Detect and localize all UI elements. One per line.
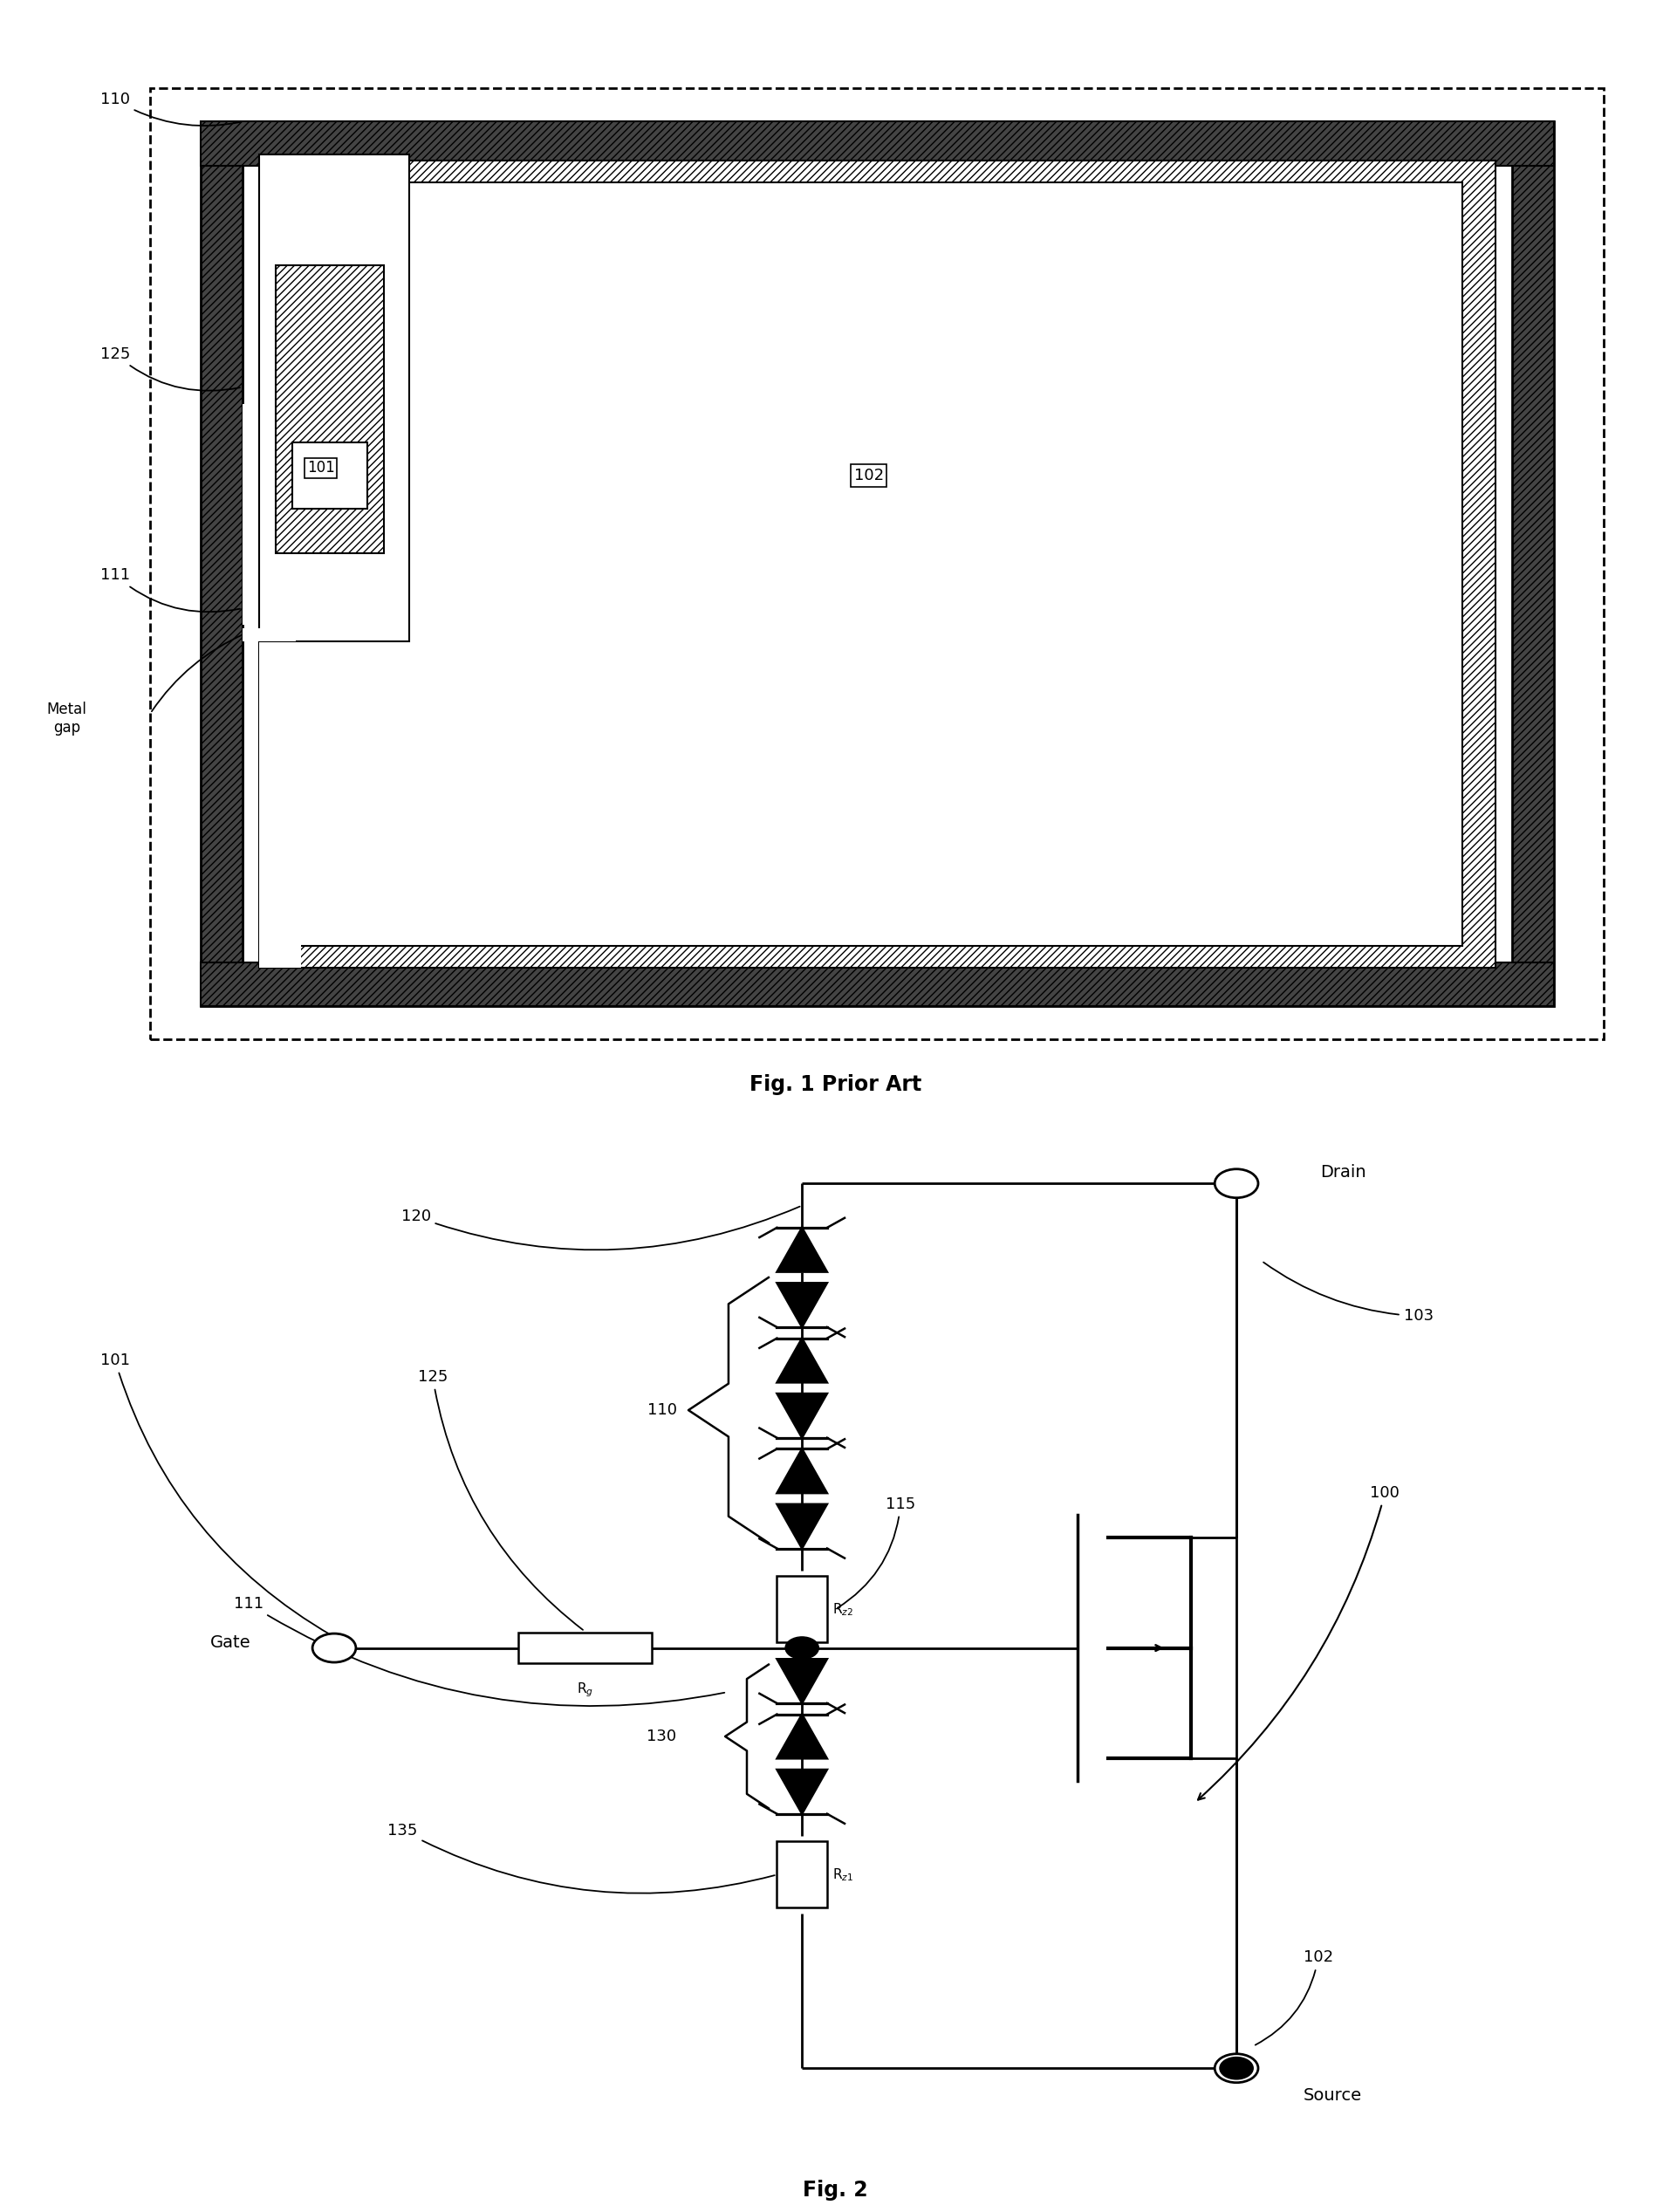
Text: 135: 135 — [387, 1823, 775, 1893]
Circle shape — [1219, 2057, 1252, 2079]
Text: Drain: Drain — [1319, 1164, 1364, 1181]
Circle shape — [312, 1635, 356, 1663]
Bar — [200, 962, 1553, 1006]
Text: 101: 101 — [307, 460, 334, 476]
Polygon shape — [777, 1770, 827, 1814]
Bar — [259, 161, 1495, 969]
Bar — [292, 442, 367, 509]
Circle shape — [1214, 1168, 1258, 1199]
Circle shape — [1219, 1172, 1252, 1194]
Bar — [777, 1843, 827, 1909]
Circle shape — [1219, 2057, 1252, 2079]
Text: 125: 125 — [418, 1369, 583, 1630]
Text: R$_g$: R$_g$ — [576, 1681, 593, 1699]
Text: R$_{z1}$: R$_{z1}$ — [832, 1867, 853, 1882]
Polygon shape — [777, 1394, 827, 1438]
Text: 102: 102 — [853, 467, 883, 484]
Bar — [292, 184, 1461, 947]
Bar — [259, 155, 409, 641]
Text: R$_{z2}$: R$_{z2}$ — [832, 1601, 853, 1617]
Bar — [242, 403, 249, 626]
Text: 125: 125 — [100, 345, 240, 392]
Text: Fig. 2: Fig. 2 — [803, 2181, 867, 2201]
Text: 110: 110 — [100, 91, 240, 126]
Text: 101: 101 — [100, 1352, 332, 1635]
Polygon shape — [777, 1283, 827, 1327]
Bar — [200, 122, 1553, 166]
Polygon shape — [777, 1504, 827, 1548]
Text: 130: 130 — [646, 1728, 676, 1745]
Polygon shape — [777, 1659, 827, 1703]
Polygon shape — [777, 1338, 827, 1382]
Polygon shape — [777, 1449, 827, 1493]
Text: 102: 102 — [1254, 1949, 1333, 2044]
Text: 103: 103 — [1263, 1263, 1433, 1325]
Text: Fig. 1 Prior Art: Fig. 1 Prior Art — [748, 1075, 922, 1095]
Text: Gate: Gate — [210, 1635, 250, 1650]
Bar — [200, 122, 1553, 1006]
Bar — [518, 1632, 651, 1663]
Polygon shape — [777, 1714, 827, 1759]
Bar — [276, 265, 384, 553]
Bar — [150, 88, 1603, 1040]
Bar — [259, 161, 301, 398]
Text: 120: 120 — [401, 1206, 800, 1250]
Text: 111: 111 — [100, 566, 240, 613]
Text: Metal
gap: Metal gap — [47, 701, 87, 737]
Text: 111: 111 — [234, 1595, 725, 1705]
Bar — [777, 1577, 827, 1644]
Text: 110: 110 — [646, 1402, 676, 1418]
Text: 100: 100 — [1197, 1484, 1399, 1801]
Circle shape — [785, 1637, 818, 1659]
Bar — [259, 602, 301, 969]
Bar — [242, 628, 296, 641]
Text: 115: 115 — [837, 1495, 915, 1608]
Text: Source: Source — [1303, 2088, 1361, 2104]
Polygon shape — [777, 1228, 827, 1272]
Circle shape — [1214, 2053, 1258, 2084]
Bar — [242, 150, 1511, 978]
